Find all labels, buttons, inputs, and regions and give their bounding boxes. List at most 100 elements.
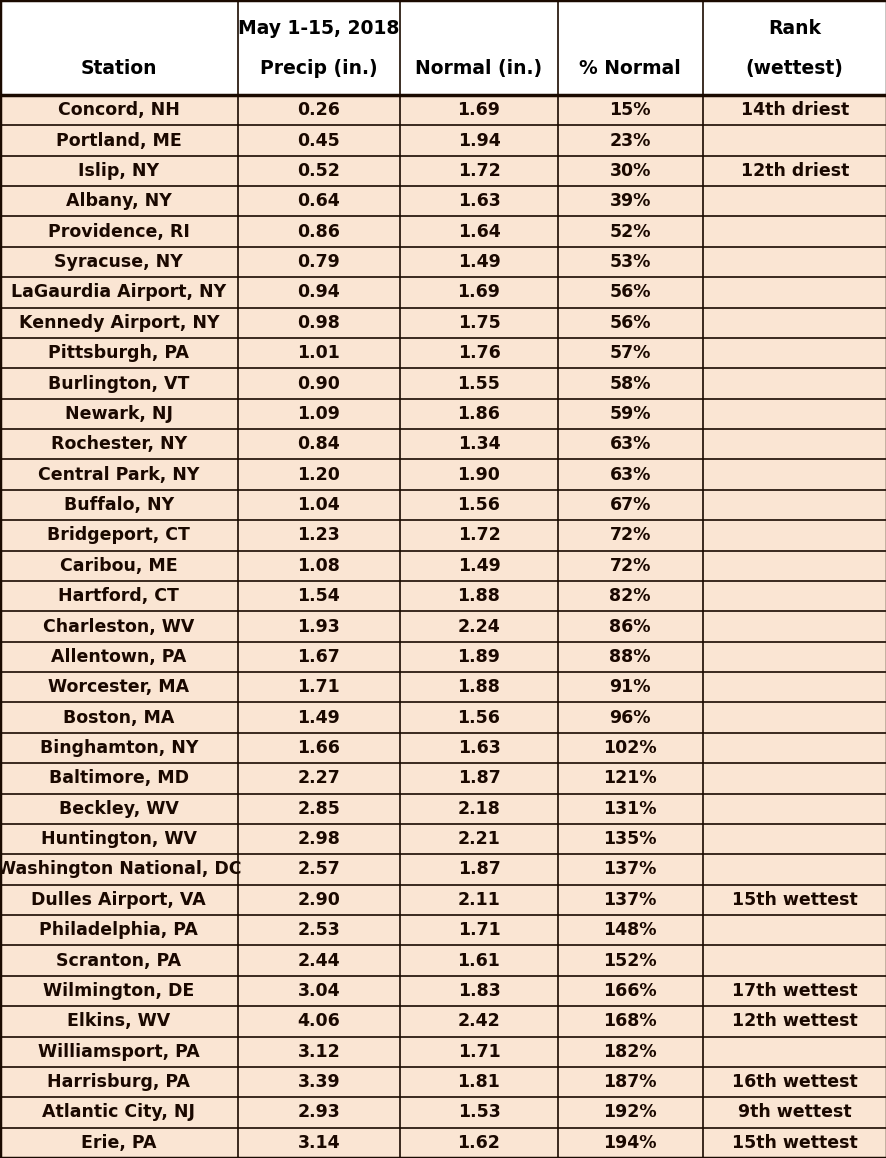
Text: 1.34: 1.34 [457,435,500,453]
Bar [0,338,886,368]
Text: 137%: 137% [602,860,657,879]
Text: 2.27: 2.27 [297,769,340,787]
Bar [0,308,886,338]
Text: 0.94: 0.94 [297,284,340,301]
Bar [0,1098,886,1128]
Text: 131%: 131% [602,800,657,818]
Text: Allentown, PA: Allentown, PA [51,647,186,666]
Text: 1.53: 1.53 [457,1104,500,1121]
Text: 152%: 152% [602,952,657,969]
Text: 3.12: 3.12 [297,1042,340,1061]
Text: 0.45: 0.45 [297,132,340,149]
Text: Worcester, MA: Worcester, MA [48,679,190,696]
Text: Newark, NJ: Newark, NJ [65,405,173,423]
Text: 1.88: 1.88 [457,587,500,606]
Bar [0,1006,886,1036]
Text: 1.62: 1.62 [457,1134,500,1152]
Text: 1.66: 1.66 [297,739,340,757]
Bar [0,550,886,581]
Bar [0,885,886,915]
Text: Binghamton, NY: Binghamton, NY [40,739,198,757]
Text: Kennedy Airport, NY: Kennedy Airport, NY [19,314,219,332]
Text: 1.81: 1.81 [457,1073,500,1091]
Text: LaGaurdia Airport, NY: LaGaurdia Airport, NY [12,284,226,301]
Text: Burlington, VT: Burlington, VT [48,374,190,393]
Text: 182%: 182% [602,1042,657,1061]
Bar [0,1067,886,1098]
Text: Harrisburg, PA: Harrisburg, PA [47,1073,190,1091]
Bar [0,0,886,95]
Text: May 1-15, 2018: May 1-15, 2018 [238,19,399,38]
Text: 1.20: 1.20 [297,466,340,484]
Text: 1.23: 1.23 [297,527,340,544]
Text: 187%: 187% [602,1073,657,1091]
Text: 1.83: 1.83 [457,982,500,1001]
Text: 121%: 121% [602,769,657,787]
Text: 86%: 86% [609,617,650,636]
Text: 72%: 72% [609,527,650,544]
Text: Charleston, WV: Charleston, WV [43,617,194,636]
Text: 16th wettest: 16th wettest [731,1073,857,1091]
Text: Station: Station [81,59,157,78]
Text: 1.61: 1.61 [457,952,500,969]
Text: Elkins, WV: Elkins, WV [67,1012,170,1031]
Bar [0,823,886,855]
Text: 56%: 56% [609,314,650,332]
Text: Rochester, NY: Rochester, NY [51,435,187,453]
Text: Normal (in.): Normal (in.) [415,59,542,78]
Text: 0.90: 0.90 [297,374,340,393]
Text: 2.98: 2.98 [297,830,340,848]
Text: 88%: 88% [609,647,650,666]
Text: 1.63: 1.63 [457,739,500,757]
Text: Huntington, WV: Huntington, WV [41,830,197,848]
Text: 2.21: 2.21 [457,830,500,848]
Text: 1.76: 1.76 [457,344,500,362]
Bar [0,368,886,398]
Text: 2.24: 2.24 [457,617,500,636]
Text: Rank: Rank [767,19,820,38]
Text: 1.72: 1.72 [457,162,500,179]
Text: Williamsport, PA: Williamsport, PA [38,1042,199,1061]
Text: 1.88: 1.88 [457,679,500,696]
Text: 2.93: 2.93 [297,1104,340,1121]
Text: 1.71: 1.71 [297,679,340,696]
Text: Precip (in.): Precip (in.) [260,59,377,78]
Text: Scranton, PA: Scranton, PA [56,952,182,969]
Text: 1.75: 1.75 [457,314,500,332]
Text: 3.04: 3.04 [297,982,340,1001]
Text: 1.49: 1.49 [297,709,340,726]
Text: Boston, MA: Boston, MA [63,709,175,726]
Text: Islip, NY: Islip, NY [78,162,159,179]
Text: 1.71: 1.71 [457,1042,500,1061]
Text: 1.93: 1.93 [297,617,340,636]
Text: Beckley, WV: Beckley, WV [58,800,179,818]
Text: 15th wettest: 15th wettest [731,891,857,909]
Bar [0,95,886,125]
Text: 1.94: 1.94 [457,132,500,149]
Text: Wilmington, DE: Wilmington, DE [43,982,194,1001]
Text: 3.14: 3.14 [297,1134,340,1152]
Text: 1.67: 1.67 [297,647,340,666]
Text: 166%: 166% [602,982,657,1001]
Text: Baltimore, MD: Baltimore, MD [49,769,189,787]
Bar [0,793,886,823]
Text: 1.64: 1.64 [457,222,500,241]
Text: 0.52: 0.52 [297,162,340,179]
Text: Bridgeport, CT: Bridgeport, CT [47,527,190,544]
Text: Erie, PA: Erie, PA [81,1134,157,1152]
Text: 1.04: 1.04 [297,496,340,514]
Text: 2.57: 2.57 [297,860,340,879]
Text: 0.79: 0.79 [297,254,340,271]
Text: 2.90: 2.90 [297,891,340,909]
Text: 0.84: 0.84 [297,435,340,453]
Text: Pittsburgh, PA: Pittsburgh, PA [49,344,189,362]
Text: Central Park, NY: Central Park, NY [38,466,199,484]
Text: Albany, NY: Albany, NY [66,192,172,211]
Text: Philadelphia, PA: Philadelphia, PA [39,922,198,939]
Bar [0,855,886,885]
Text: 96%: 96% [609,709,650,726]
Text: 0.64: 0.64 [297,192,340,211]
Text: 1.90: 1.90 [457,466,500,484]
Text: 53%: 53% [609,254,650,271]
Text: 102%: 102% [602,739,657,757]
